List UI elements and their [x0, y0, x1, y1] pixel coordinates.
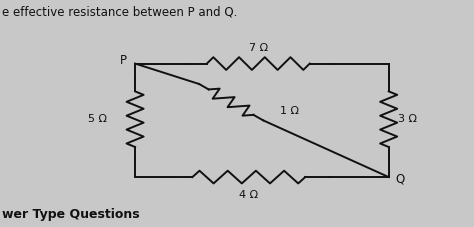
- Text: wer Type Questions: wer Type Questions: [2, 208, 140, 221]
- Text: 7 Ω: 7 Ω: [249, 43, 268, 53]
- Text: Q: Q: [396, 173, 405, 186]
- Text: 1 Ω: 1 Ω: [280, 106, 299, 116]
- Text: e effective resistance between P and Q.: e effective resistance between P and Q.: [2, 6, 238, 19]
- Text: 5 Ω: 5 Ω: [88, 114, 107, 124]
- Text: 4 Ω: 4 Ω: [239, 190, 258, 200]
- Text: P: P: [120, 54, 127, 67]
- Text: 3 Ω: 3 Ω: [398, 114, 417, 124]
